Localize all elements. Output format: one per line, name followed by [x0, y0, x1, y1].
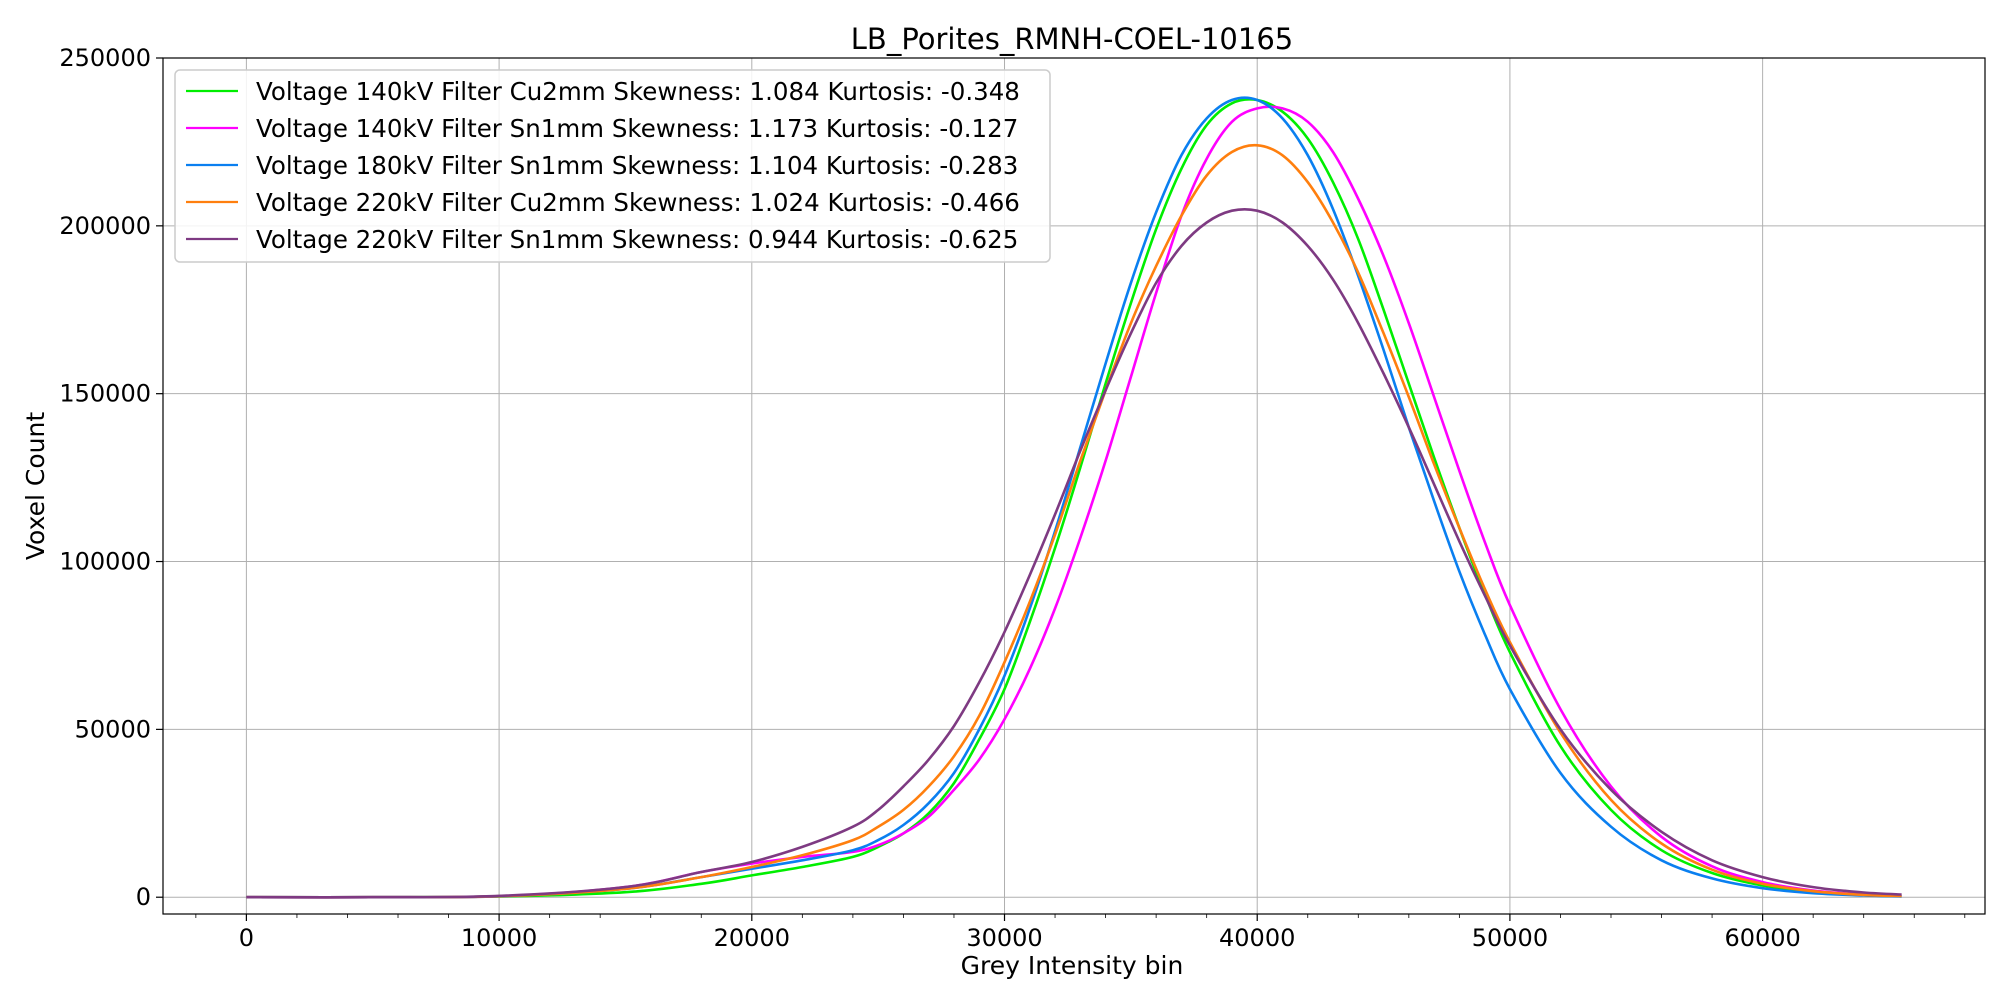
- legend-label: Voltage 140kV Filter Sn1mm Skewness: 1.1…: [256, 114, 1018, 143]
- y-tick-label: 0: [136, 883, 151, 911]
- series-line: [246, 96, 1902, 899]
- y-tick-label: 50000: [75, 715, 151, 743]
- x-tick-labels: 0 10000 20000 30000 40000 50000 60000: [239, 924, 1801, 952]
- chart-title: LB_Porites_RMNH-COEL-10165: [851, 22, 1293, 56]
- x-tick-label: 50000: [1472, 924, 1548, 952]
- x-axis-label: Grey Intensity bin: [961, 951, 1184, 980]
- x-tick-label: 30000: [966, 924, 1042, 952]
- series-line: [246, 207, 1902, 899]
- x-tick-label: 0: [239, 924, 254, 952]
- axis-ticks: [156, 57, 1966, 921]
- x-tick-label: 10000: [461, 924, 537, 952]
- legend-box: [174, 69, 1051, 263]
- x-tick-label: 60000: [1724, 924, 1800, 952]
- legend-label: Voltage 220kV Filter Cu2mm Skewness: 1.0…: [256, 188, 1020, 217]
- plot-frame: [162, 57, 1986, 915]
- legend: Voltage 140kV Filter Cu2mm Skewness: 1.0…: [174, 69, 1051, 263]
- x-tick-label: 20000: [714, 924, 790, 952]
- y-tick-label: 100000: [59, 548, 151, 576]
- y-tick-label: 150000: [59, 380, 151, 408]
- legend-label: Voltage 140kV Filter Cu2mm Skewness: 1.0…: [256, 77, 1020, 106]
- y-tick-label: 200000: [59, 212, 151, 240]
- x-tick-label: 40000: [1219, 924, 1295, 952]
- series-line: [246, 98, 1902, 899]
- y-axis-label: Voxel Count: [21, 412, 50, 560]
- series-line: [246, 143, 1902, 899]
- legend-label: Voltage 180kV Filter Sn1mm Skewness: 1.1…: [256, 151, 1018, 180]
- y-tick-label: 250000: [59, 44, 151, 72]
- y-tick-labels: 0 50000 100000 150000 200000 250000: [59, 44, 151, 911]
- legend-label: Voltage 220kV Filter Sn1mm Skewness: 0.9…: [256, 225, 1018, 254]
- series-lines: [246, 96, 1902, 899]
